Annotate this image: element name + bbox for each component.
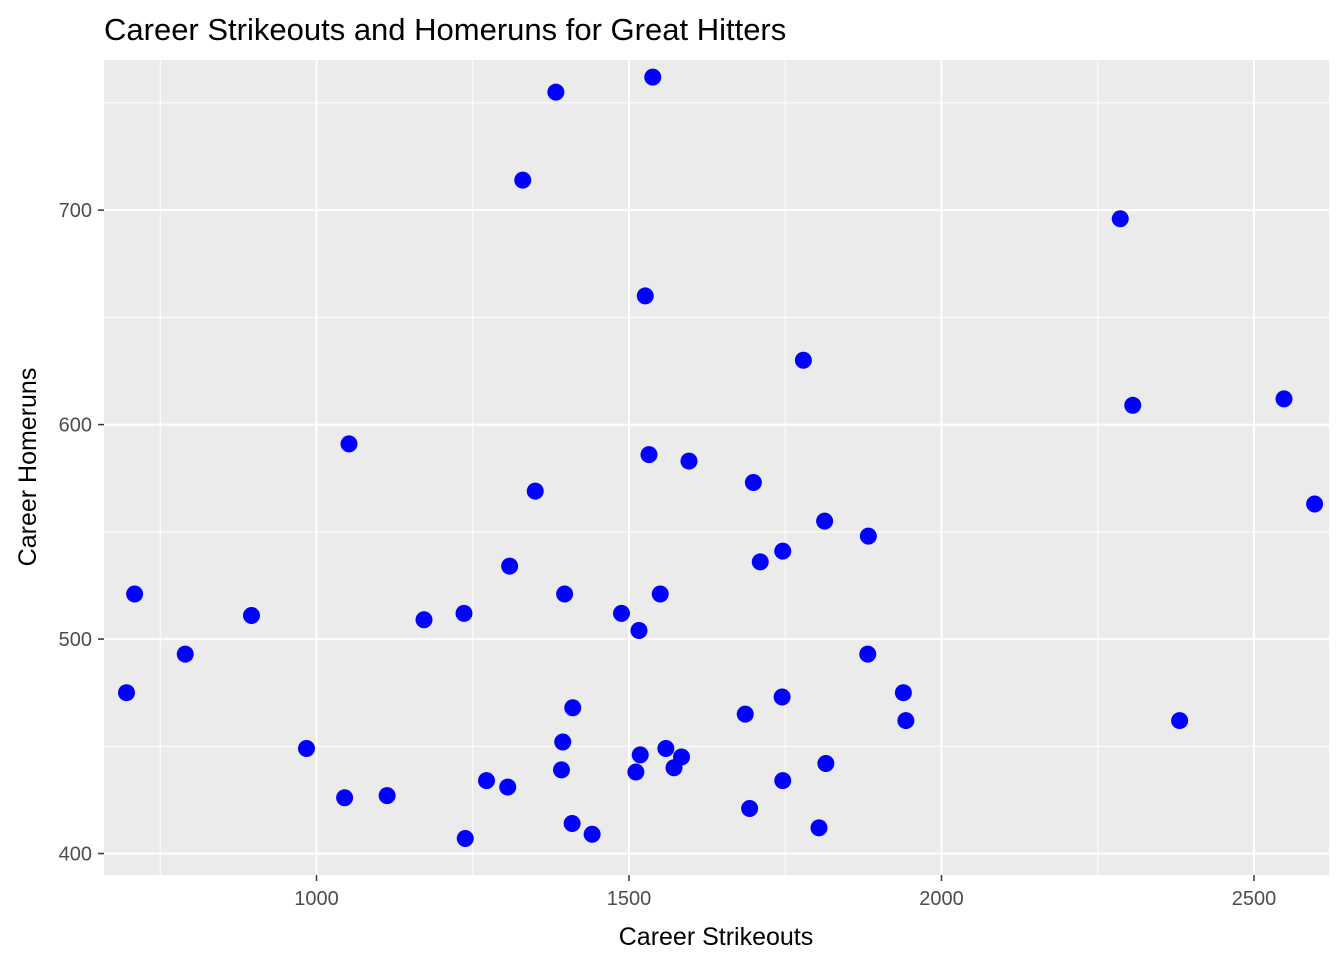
data-point	[751, 553, 769, 571]
chart-title: Career Strikeouts and Homeruns for Great…	[104, 12, 786, 47]
data-point	[1111, 210, 1129, 228]
data-point	[894, 684, 912, 702]
plot-panel	[104, 60, 1329, 875]
data-point	[118, 684, 135, 702]
data-point	[336, 789, 354, 807]
data-point	[816, 512, 834, 530]
data-point	[741, 800, 759, 818]
x-tick-label: 2000	[919, 888, 964, 910]
data-point	[651, 585, 669, 603]
data-point	[583, 825, 601, 843]
data-point	[378, 787, 396, 805]
data-point	[478, 772, 495, 790]
y-tick-label: 700	[59, 200, 92, 222]
data-point	[340, 435, 358, 453]
data-point	[501, 557, 519, 575]
data-point	[631, 746, 649, 764]
data-point	[665, 759, 683, 777]
data-point	[298, 739, 315, 757]
data-point	[657, 739, 675, 757]
data-point	[415, 611, 433, 629]
data-point	[636, 287, 654, 305]
data-point	[1275, 390, 1293, 408]
data-point	[547, 83, 565, 101]
data-point	[897, 712, 915, 730]
y-tick-label: 500	[59, 629, 92, 651]
data-point	[817, 754, 835, 772]
data-point	[1171, 712, 1189, 730]
data-point	[773, 688, 791, 706]
x-tick-label: 1500	[607, 888, 652, 910]
data-points	[118, 68, 1324, 848]
data-point	[613, 604, 630, 622]
data-point	[774, 542, 792, 560]
data-point	[627, 763, 645, 781]
data-point	[553, 761, 570, 779]
y-tick-label: 600	[59, 415, 92, 437]
data-point	[680, 452, 698, 470]
y-tick-label: 400	[59, 844, 92, 866]
data-point	[563, 815, 581, 833]
data-point	[774, 772, 792, 790]
data-point	[556, 585, 574, 603]
data-point	[176, 645, 194, 663]
x-tick-label: 2500	[1232, 888, 1277, 910]
data-point	[455, 604, 473, 622]
data-point	[564, 699, 582, 717]
x-axis-title: Career Strikeouts	[619, 923, 814, 951]
data-point	[810, 819, 828, 837]
data-point	[644, 68, 662, 86]
data-point	[859, 645, 877, 663]
x-tick-label: 1000	[294, 888, 339, 910]
data-point	[554, 733, 572, 751]
data-point	[859, 527, 877, 545]
data-point	[640, 446, 658, 464]
data-point	[499, 778, 517, 796]
data-point	[744, 474, 762, 492]
major-gridlines	[104, 60, 1329, 875]
data-point	[630, 622, 648, 639]
data-point	[736, 705, 754, 723]
data-point	[1306, 495, 1324, 513]
data-point	[126, 585, 144, 603]
data-point	[794, 351, 812, 369]
x-axis-ticks: 1000 1500 2000 2500	[294, 875, 1276, 910]
data-point	[243, 606, 260, 624]
data-point	[1124, 396, 1142, 414]
data-point	[456, 830, 474, 848]
y-axis-title: Career Homeruns	[14, 368, 42, 567]
data-point	[526, 482, 544, 500]
data-point	[514, 171, 532, 189]
y-axis-ticks: 400 500 600 700	[59, 200, 104, 866]
